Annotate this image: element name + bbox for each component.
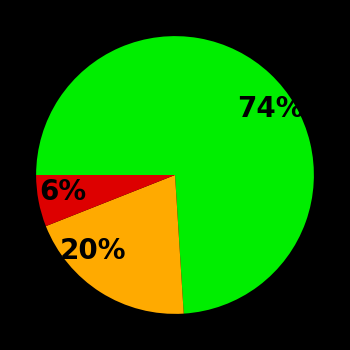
Text: 20%: 20% [60, 237, 127, 265]
Text: 6%: 6% [39, 178, 86, 206]
Text: 74%: 74% [237, 95, 303, 123]
Wedge shape [36, 175, 175, 226]
Wedge shape [46, 175, 184, 314]
Wedge shape [36, 36, 314, 314]
